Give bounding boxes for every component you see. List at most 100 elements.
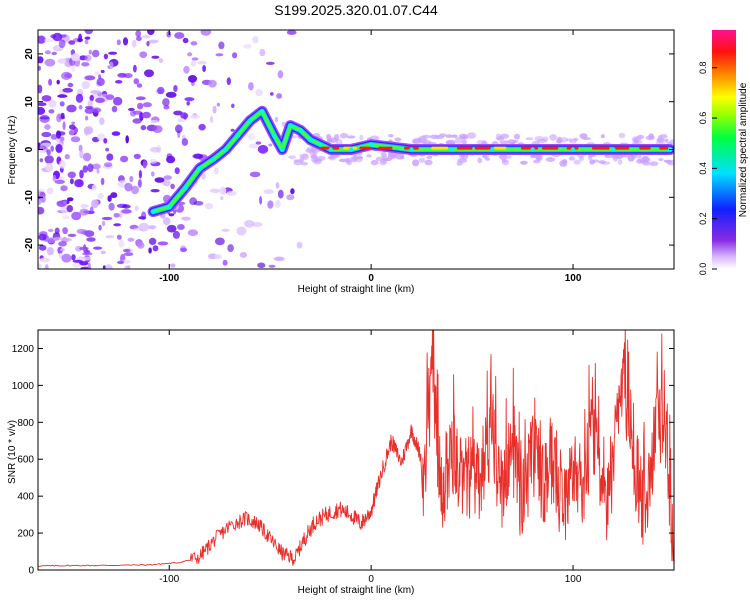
noise-blob <box>649 161 659 167</box>
noise-blob <box>230 128 235 132</box>
ridge-point <box>298 128 303 133</box>
noise-blob <box>163 105 170 110</box>
noise-blob <box>39 116 50 120</box>
noise-blob <box>133 78 140 85</box>
noise-blob <box>82 252 93 256</box>
y-tick-label: 200 <box>17 529 34 540</box>
ridge-point <box>235 133 241 138</box>
noise-blob <box>222 259 228 266</box>
noise-blob <box>168 213 175 217</box>
noise-blob <box>338 158 349 163</box>
noise-blob <box>84 39 89 45</box>
noise-blob <box>162 179 171 187</box>
ridge-point <box>368 142 374 147</box>
noise-blob <box>84 36 91 40</box>
noise-blob <box>148 225 157 230</box>
noise-blob <box>57 94 68 98</box>
noise-blob <box>277 70 284 79</box>
noise-blob <box>48 99 57 108</box>
noise-blob <box>426 155 433 160</box>
noise-blob <box>59 136 65 142</box>
noise-blob <box>255 141 262 145</box>
noise-blob <box>600 134 606 139</box>
noise-blob <box>136 36 142 42</box>
ridge-point <box>348 147 354 152</box>
noise-blob <box>96 168 100 174</box>
noise-blob <box>181 216 191 221</box>
noise-blob <box>71 53 80 62</box>
noise-blob <box>129 175 134 183</box>
noise-blob <box>268 143 273 147</box>
noise-blob <box>72 259 84 263</box>
noise-blob <box>456 161 463 166</box>
noise-blob <box>380 151 387 159</box>
noise-blob <box>166 224 177 233</box>
noise-blob <box>51 51 57 56</box>
noise-blob <box>50 145 54 152</box>
noise-blob <box>326 138 333 143</box>
noise-blob <box>81 230 93 236</box>
noise-blob <box>573 137 579 142</box>
noise-blob <box>477 157 483 164</box>
noise-blob <box>421 140 432 145</box>
noise-blob <box>62 227 68 235</box>
noise-blob <box>286 30 297 35</box>
noise-blob <box>95 97 105 104</box>
noise-blob <box>251 222 263 227</box>
snr-series-line <box>38 330 674 567</box>
noise-blob <box>72 262 81 268</box>
noise-blob <box>499 153 508 160</box>
noise-blob <box>56 131 66 136</box>
noise-blob <box>187 75 198 83</box>
noise-blob <box>668 139 674 145</box>
noise-blob <box>46 247 55 256</box>
noise-blob <box>54 179 65 184</box>
noise-blob <box>243 44 252 49</box>
noise-blob <box>542 136 549 142</box>
noise-blob <box>257 262 266 269</box>
noise-blob <box>71 254 76 261</box>
noise-blob <box>61 237 72 242</box>
noise-blob <box>290 188 295 195</box>
noise-blob <box>38 56 44 64</box>
noise-blob <box>151 171 155 177</box>
noise-blob <box>247 133 255 141</box>
noise-blob <box>69 129 75 136</box>
colorbar <box>712 30 736 269</box>
noise-blob <box>347 135 356 139</box>
noise-blob <box>56 79 60 85</box>
noise-blob <box>218 41 225 50</box>
noise-blob <box>89 94 94 102</box>
noise-blob <box>186 101 190 106</box>
noise-blob <box>172 230 180 239</box>
noise-blob <box>296 241 303 249</box>
snr-y-label: SNR (10 * v/v) <box>7 420 18 484</box>
x-tick-label: 0 <box>368 574 374 585</box>
noise-blob <box>451 134 458 138</box>
noise-blob <box>108 202 115 211</box>
noise-blob <box>534 136 545 142</box>
noise-blob <box>658 157 664 162</box>
ridge-point <box>272 133 277 138</box>
noise-blob <box>359 134 364 141</box>
ridge-point <box>150 209 156 214</box>
noise-blob <box>38 106 46 115</box>
noise-blob <box>140 125 147 131</box>
noise-blob <box>124 265 130 269</box>
noise-blob <box>388 134 394 138</box>
noise-blob <box>197 60 207 65</box>
noise-blob <box>38 35 46 44</box>
noise-blob <box>166 153 173 160</box>
noise-blob <box>668 159 674 166</box>
noise-blob <box>142 111 151 119</box>
noise-blob <box>91 49 100 58</box>
noise-blob <box>62 87 73 93</box>
noise-blob <box>60 112 65 119</box>
noise-blob <box>592 159 600 163</box>
noise-blob <box>656 137 665 143</box>
noise-blob <box>39 191 46 197</box>
noise-blob <box>50 134 58 140</box>
noise-blob <box>137 179 142 188</box>
noise-blob <box>259 196 263 205</box>
noise-blob <box>104 162 113 168</box>
